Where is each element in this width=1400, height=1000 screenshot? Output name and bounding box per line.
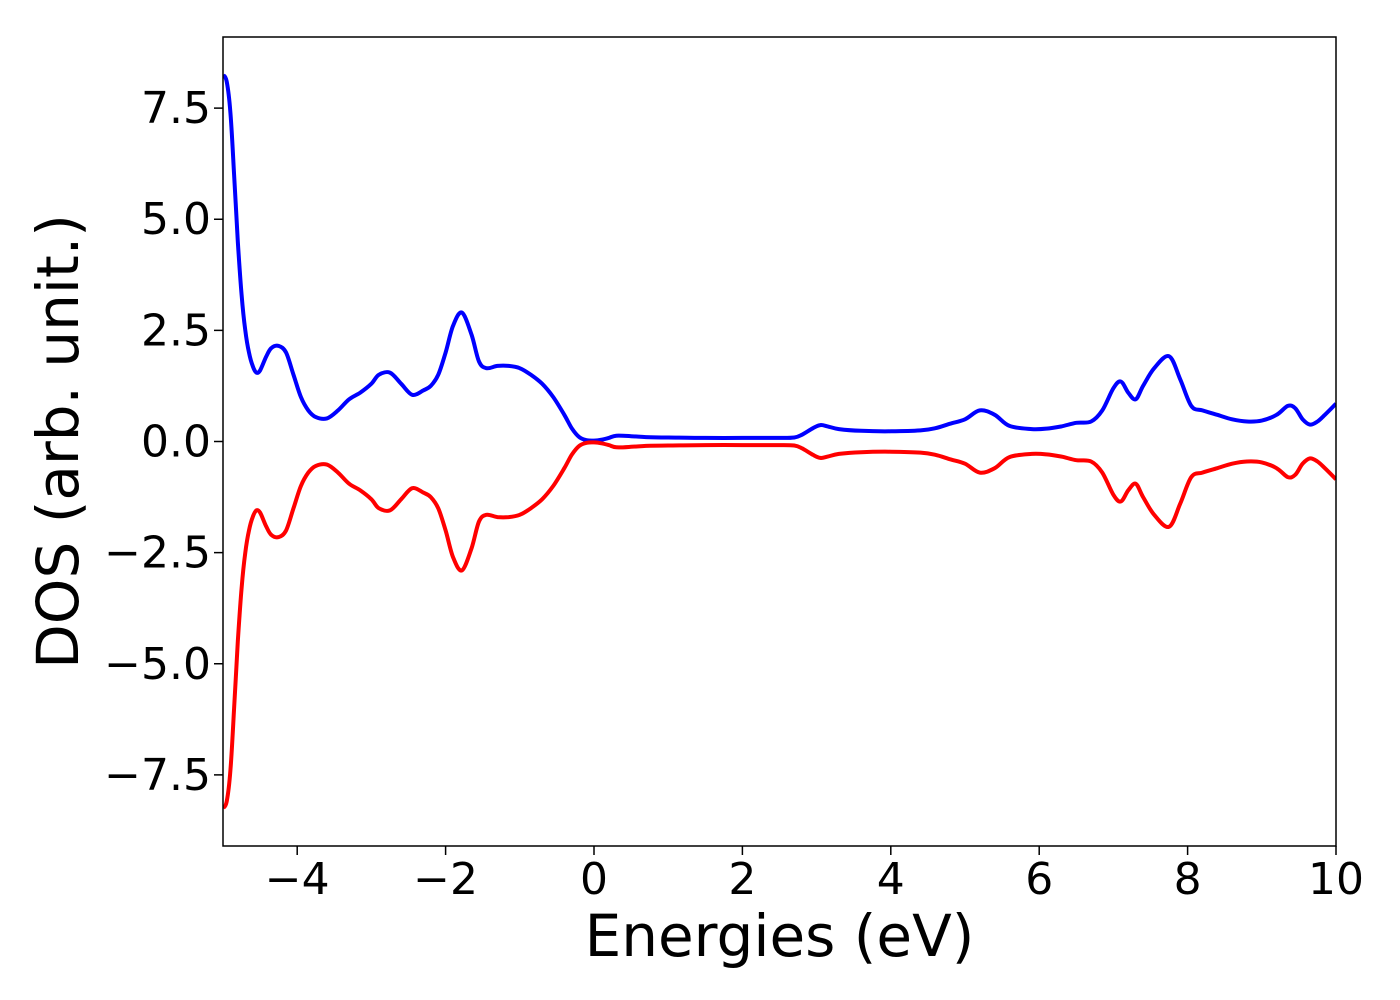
y-axis-ticks: 7.5 5.0 2.5 0.0 −2.5 −5.0 −7.5	[104, 83, 223, 801]
x-tick-label: −2	[413, 854, 478, 905]
x-axis-ticks: −4 −2 0 2 4 6 8 10	[265, 846, 1364, 905]
series-layer	[223, 73, 1336, 810]
x-tick-label: 2	[728, 854, 756, 905]
y-tick-label: 0.0	[141, 417, 211, 468]
x-tick-label: 6	[1025, 854, 1053, 905]
y-tick-label: −5.0	[104, 639, 211, 690]
x-axis-title: Energies (eV)	[585, 902, 975, 970]
y-axis-title: DOS (arb. unit.)	[24, 214, 92, 669]
y-tick-label: 5.0	[141, 194, 211, 245]
x-tick-label: 8	[1174, 854, 1202, 905]
y-tick-label: 2.5	[141, 305, 211, 356]
series-line-0	[223, 73, 1336, 443]
series-line-1	[223, 440, 1336, 810]
x-tick-label: −4	[265, 854, 330, 905]
x-tick-label: 0	[580, 854, 608, 905]
x-tick-label: 10	[1308, 854, 1364, 905]
x-tick-label: 4	[877, 854, 905, 905]
y-tick-label: −2.5	[104, 528, 211, 579]
y-tick-label: 7.5	[141, 83, 211, 134]
y-tick-label: −7.5	[104, 750, 211, 801]
